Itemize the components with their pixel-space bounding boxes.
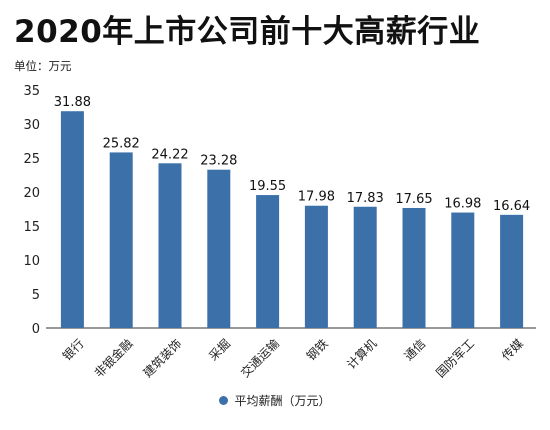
bar: [304, 205, 328, 328]
data-label: 25.82: [103, 136, 140, 151]
data-label: 23.28: [200, 154, 237, 169]
data-label: 16.64: [493, 199, 530, 214]
y-tick-label: 30: [23, 118, 40, 133]
data-label: 17.65: [395, 192, 432, 207]
y-tick-label: 25: [23, 152, 40, 167]
y-tick-label: 10: [23, 254, 40, 269]
bar: [109, 152, 133, 328]
x-tick-label: 通信: [401, 336, 428, 363]
bar: [451, 212, 475, 328]
x-tick-label: 钢铁: [304, 336, 331, 363]
data-label: 16.98: [444, 197, 481, 212]
data-label: 19.55: [249, 179, 286, 194]
x-tick-label: 传媒: [498, 336, 526, 364]
x-tick-label: 非银金融: [91, 336, 136, 381]
unit-label: 单位：万元: [14, 59, 72, 73]
data-labels: 31.88 25.82 24.22 23.28 19.55 17.98 17.83 17.65…: [54, 95, 530, 214]
bar: [158, 163, 182, 328]
x-tick-label: 银行: [60, 336, 87, 363]
legend: 平均薪酬（万元）: [0, 392, 550, 409]
data-label: 31.88: [54, 95, 91, 110]
legend-swatch: [219, 396, 229, 405]
bar: [402, 207, 426, 328]
y-tick-label: 20: [23, 186, 40, 201]
x-tick-label: 交通运输: [237, 336, 282, 381]
y-tick-label: 35: [23, 84, 40, 99]
data-label: 24.22: [151, 147, 188, 162]
y-tick-label: 15: [23, 220, 40, 235]
bars: [60, 111, 524, 328]
x-tick-label: 采掘: [206, 336, 234, 364]
y-tick-label: 0: [32, 322, 40, 337]
bar: [207, 169, 231, 328]
legend-label: 平均薪酬（万元）: [234, 394, 331, 408]
bar: [60, 111, 84, 328]
bar: [256, 195, 280, 328]
bar: [353, 206, 377, 328]
chart-title: 2020年上市公司前十大高薪行业: [14, 14, 481, 50]
x-tick-label: 国防军工: [433, 336, 478, 381]
y-tick-label: 5: [32, 288, 40, 303]
bar: [500, 214, 524, 328]
x-tick-label: 计算机: [343, 336, 379, 372]
data-label: 17.98: [298, 190, 335, 205]
data-label: 17.83: [347, 191, 384, 206]
x-tick-label: 建筑装饰: [140, 336, 185, 381]
